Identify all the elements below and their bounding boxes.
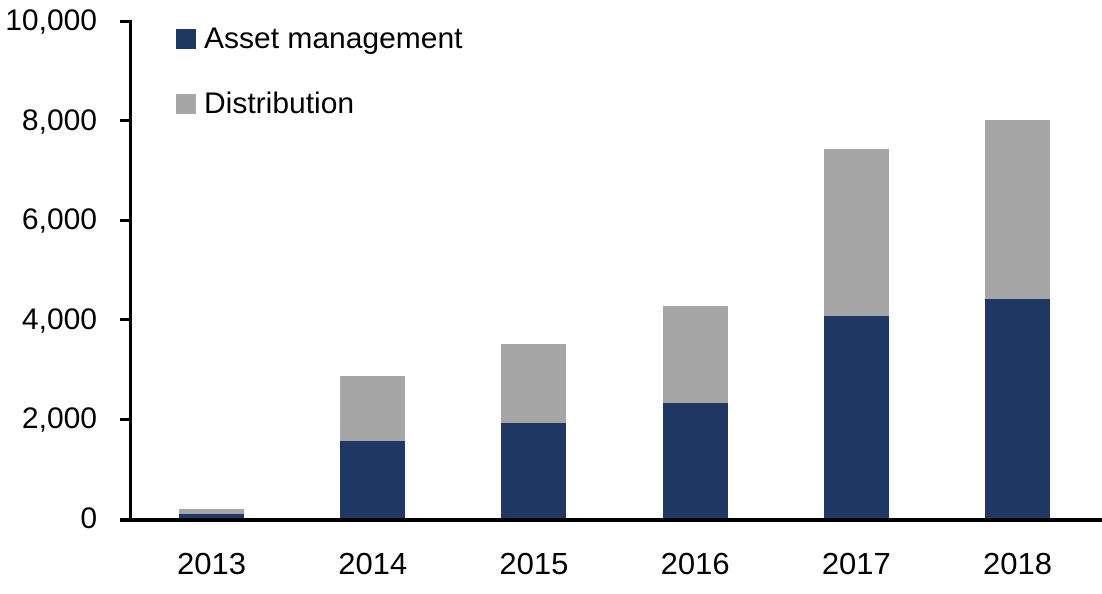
y-axis-tick xyxy=(120,19,130,23)
y-axis-tick xyxy=(120,218,130,222)
y-axis-label: 4,000 xyxy=(21,302,97,336)
bar-segment-distribution-2014 xyxy=(340,376,406,441)
bar-segment-asset-management-2013 xyxy=(179,514,244,518)
x-axis-label-2016: 2016 xyxy=(660,546,730,581)
x-axis-label-2018: 2018 xyxy=(983,546,1052,581)
legend-label-asset-management: Asset management xyxy=(204,22,463,55)
x-axis-label-2015: 2015 xyxy=(499,546,569,581)
x-axis-label-2017: 2017 xyxy=(821,546,891,581)
x-axis-label-2013: 2013 xyxy=(177,546,246,581)
chart-legend: Asset management Distribution xyxy=(176,24,462,158)
bar-segment-distribution-2013 xyxy=(179,509,244,515)
bar-segment-asset-management-2014 xyxy=(340,440,406,518)
y-axis-label: 2,000 xyxy=(21,402,97,436)
legend-item-distribution: Distribution xyxy=(176,89,462,119)
bar-segment-distribution-2016 xyxy=(662,306,728,404)
y-axis-tick xyxy=(120,417,130,421)
legend-swatch-distribution xyxy=(176,94,196,114)
bar-segment-distribution-2018 xyxy=(985,119,1050,299)
y-axis-label: 10,000 xyxy=(5,4,97,37)
x-axis-line xyxy=(120,518,1102,522)
y-axis-label: 8,000 xyxy=(21,103,97,137)
y-axis-line xyxy=(129,20,132,521)
bar-segment-asset-management-2016 xyxy=(662,403,728,518)
legend-swatch-asset-management xyxy=(176,29,196,49)
y-axis-label: 6,000 xyxy=(21,203,97,237)
legend-label-distribution: Distribution xyxy=(204,87,355,120)
bar-segment-asset-management-2018 xyxy=(985,298,1050,518)
x-axis-label-2014: 2014 xyxy=(338,546,408,581)
bar-segment-asset-management-2017 xyxy=(823,316,889,518)
y-axis-label: 0 xyxy=(80,502,97,535)
bar-segment-distribution-2017 xyxy=(823,149,889,317)
legend-item-asset-management: Asset management xyxy=(176,24,462,54)
bar-segment-asset-management-2015 xyxy=(501,423,567,518)
y-axis-tick xyxy=(120,318,130,322)
bar-segment-distribution-2015 xyxy=(501,343,567,424)
y-axis-tick xyxy=(120,119,130,123)
